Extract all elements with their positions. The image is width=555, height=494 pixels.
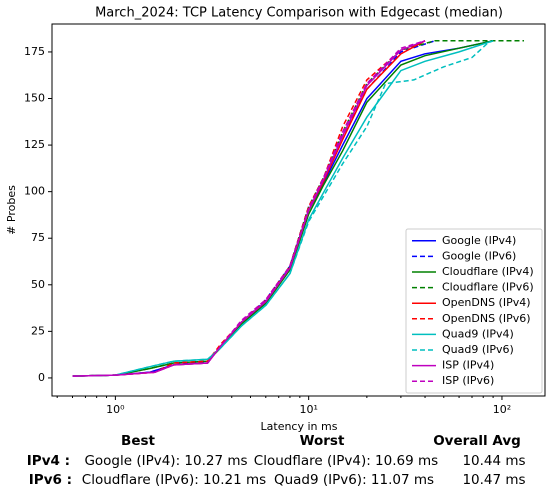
x-tick-label: 10² [493,403,511,416]
table-header: Worst [300,433,345,449]
table-header: Overall Avg [433,433,521,449]
legend-label: OpenDNS (IPv4) [442,296,531,309]
series-line [72,40,426,377]
plot-frame [51,23,546,397]
table-cell: 10.44 ms [462,453,525,469]
y-tick-label: 0 [38,371,45,384]
legend-label: Google (IPv6) [442,249,516,262]
y-tick-label: 75 [31,231,45,244]
x-tick-label: 10⁰ [106,403,125,416]
legend-label: Cloudflare (IPv6) [442,281,534,294]
table-cell: 10.47 ms [462,472,525,488]
x-tick-label: 10¹ [299,403,317,416]
legend-label: ISP (IPv4) [442,359,494,372]
legend-label: OpenDNS (IPv6) [442,312,531,325]
series-line [72,40,494,377]
y-tick-label: 150 [24,92,45,105]
series-line [72,40,426,377]
legend-label: ISP (IPv6) [442,374,494,387]
table-cell: Cloudflare (IPv4): 10.69 ms [254,453,438,469]
row-label: IPv4 : [27,453,70,469]
legend-label: Quad9 (IPv4) [442,327,514,340]
legend-box [405,228,543,394]
y-tick-label: 25 [31,324,45,337]
series-line [72,40,436,377]
table-cell: Google (IPv4): 10.27 ms [84,453,247,469]
y-tick-label: 50 [31,278,45,291]
legend-label: Cloudflare (IPv4) [442,265,534,278]
series-line [72,40,426,377]
row-label: IPv6 : [29,472,72,488]
x-axis-label: Latency in ms [261,420,338,433]
table-cell: Cloudflare (IPv6): 10.21 ms [82,472,266,488]
y-tick-label: 100 [24,185,45,198]
y-axis-label: # Probes [5,185,18,235]
series-line [72,40,426,377]
chart-title: March_2024: TCP Latency Comparison with … [95,6,503,21]
table-header: Best [121,433,155,449]
y-tick-label: 125 [24,138,45,151]
series-line [72,40,494,377]
table-cell: Quad9 (IPv6): 11.07 ms [274,472,434,488]
legend-label: Quad9 (IPv6) [442,343,514,356]
legend-label: Google (IPv4) [442,234,516,247]
y-tick-label: 175 [24,45,45,58]
